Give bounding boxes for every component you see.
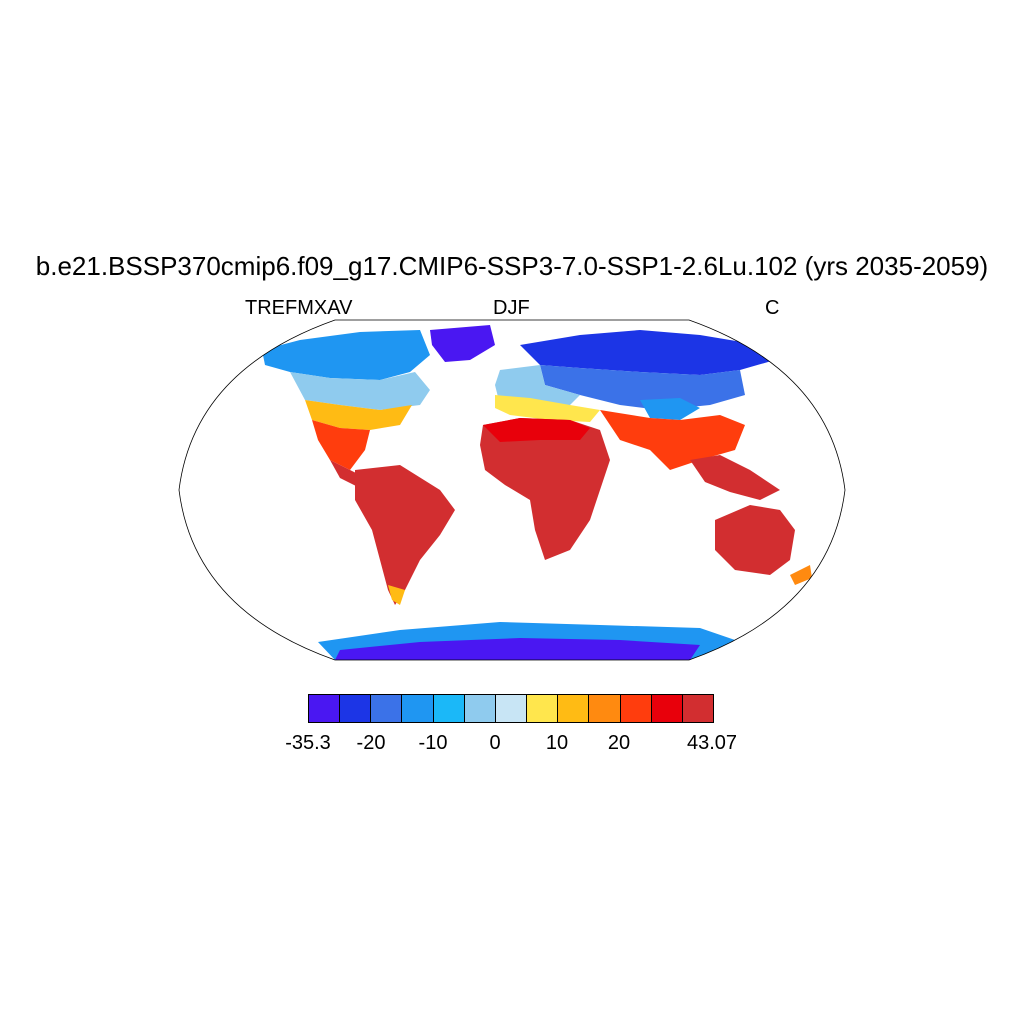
antarctica-inner	[335, 638, 700, 660]
colorbar-box-3	[402, 695, 434, 722]
colorbar-box-9	[589, 695, 621, 722]
units-label: C	[765, 297, 780, 319]
tibet	[640, 398, 700, 420]
south-america-tip	[388, 585, 405, 605]
north-america-cold	[290, 372, 430, 410]
australia	[715, 505, 795, 575]
eurasia-arctic	[520, 330, 775, 375]
plot-title: b.e21.BSSP370cmip6.f09_g17.CMIP6-SSP3-7.…	[35, 251, 989, 281]
southeast-asia	[690, 455, 780, 500]
colorbar-label: 0	[489, 732, 501, 754]
north-america-warm	[312, 420, 370, 470]
greenland	[430, 325, 495, 362]
colorbar-label: 43.07	[686, 732, 738, 754]
colorbar-box-12	[682, 695, 714, 722]
africa	[480, 418, 610, 560]
colorbar-box-6	[495, 695, 528, 722]
colorbar-box-11	[651, 695, 683, 722]
colorbar-label: 10	[545, 732, 569, 754]
north-america-mid	[305, 400, 412, 430]
colorbar-label: -20	[356, 732, 386, 754]
colorbar-box-0	[309, 695, 341, 722]
variable-label: TREFMXAV	[245, 297, 353, 319]
colorbar-box-1	[340, 695, 372, 722]
colorbar-box-2	[371, 695, 403, 722]
colorbar-label: 20	[607, 732, 631, 754]
mediterranean	[495, 395, 600, 422]
eurasia-cold	[540, 365, 745, 410]
colorbar-box-4	[433, 695, 465, 722]
colorbar-box-7	[527, 695, 559, 722]
colorbar-box-8	[558, 695, 590, 722]
colorbar	[308, 694, 714, 723]
south-asia	[600, 410, 745, 470]
colorbar-label: -10	[418, 732, 448, 754]
africa-north	[483, 418, 590, 442]
map-outline	[178, 319, 846, 661]
season-label: DJF	[493, 297, 530, 319]
south-america	[355, 465, 455, 605]
land-field	[262, 325, 812, 660]
new-zealand	[790, 565, 812, 585]
colorbar-label: -35.3	[285, 732, 331, 754]
north-america-arctic	[262, 330, 430, 380]
colorbar-box-5	[464, 695, 496, 722]
colorbar-box-10	[620, 695, 652, 722]
